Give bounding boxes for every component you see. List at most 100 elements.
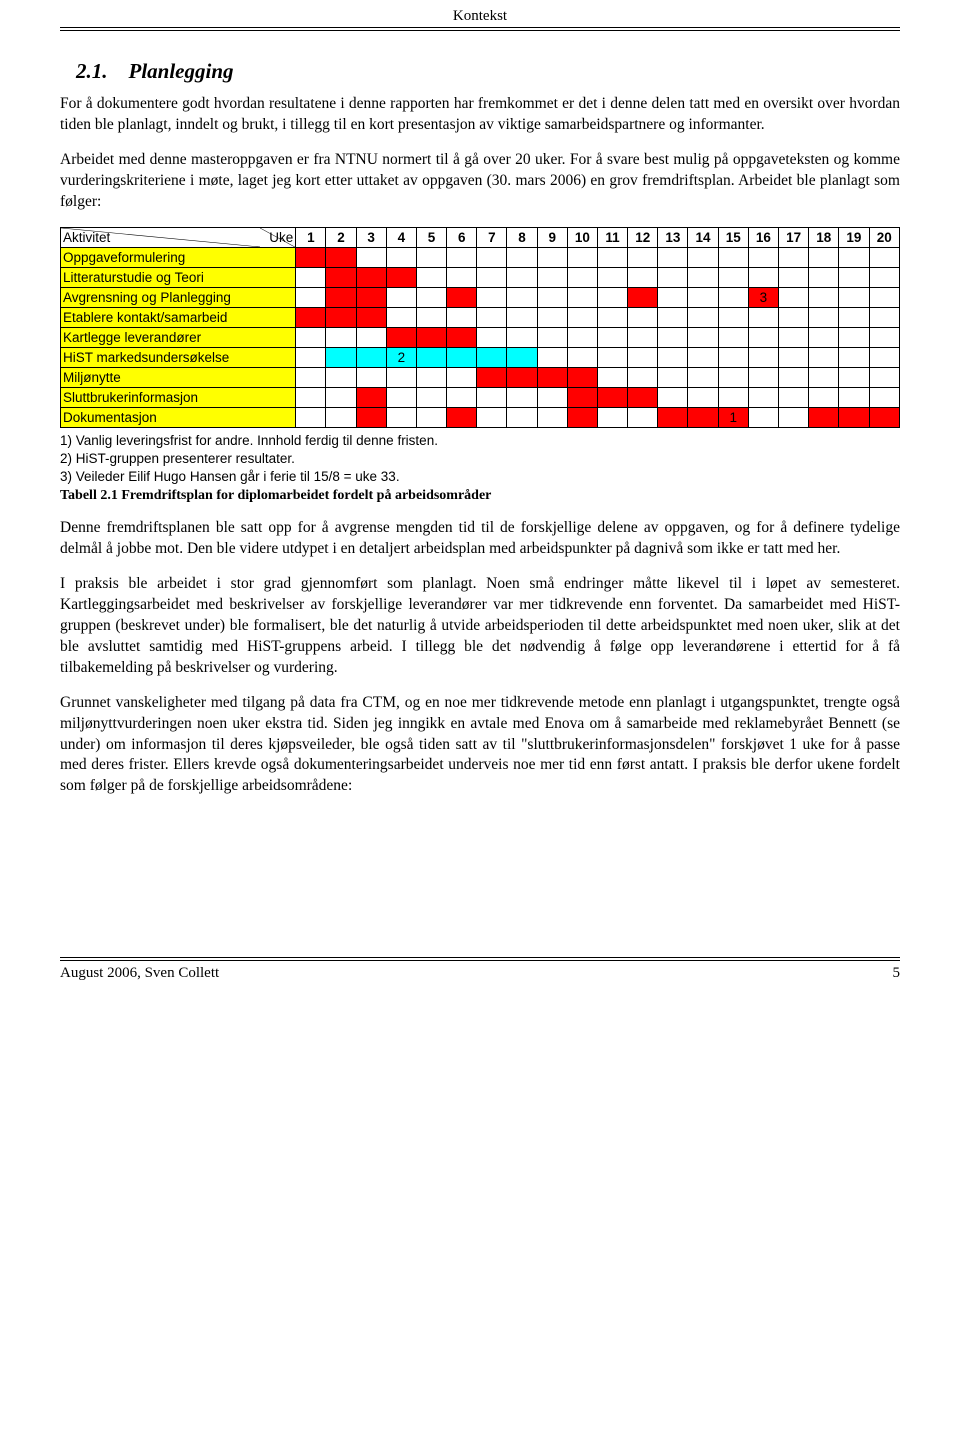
gantt-cell [748,327,778,347]
gantt-cell [567,247,597,267]
gantt-cell [507,247,537,267]
gantt-cell [567,347,597,367]
gantt-week-header: 10 [567,227,597,247]
gantt-week-header: 5 [416,227,446,247]
gantt-cell [779,267,809,287]
gantt-cell [628,247,658,267]
gantt-cell [477,267,507,287]
gantt-row-label: Avgrensning og Planlegging [61,287,296,307]
gantt-row-label: Oppgaveformulering [61,247,296,267]
gantt-cell [628,307,658,327]
gantt-cell [567,387,597,407]
gantt-row-label: Miljønytte [61,367,296,387]
gantt-cell [447,307,477,327]
gantt-cell [869,347,899,367]
gantt-cell [718,307,748,327]
gantt-cell [779,327,809,347]
gantt-note: 1) Vanlig leveringsfrist for andre. Innh… [60,432,900,450]
gantt-cell [386,407,416,427]
paragraph-3: Denne fremdriftsplanen ble satt opp for … [60,518,900,560]
gantt-cell [718,387,748,407]
gantt-cell [537,407,567,427]
footer-left: August 2006, Sven Collett [60,965,219,982]
gantt-cell [869,407,899,427]
gantt-week-header: 6 [447,227,477,247]
gantt-week-header: 11 [597,227,627,247]
gantt-cell [447,387,477,407]
gantt-cell [416,387,446,407]
section-number: 2.1. [76,59,108,83]
gantt-cell [597,267,627,287]
gantt-cell [688,307,718,327]
gantt-cell [869,327,899,347]
gantt-cell [477,407,507,427]
gantt-cell [447,247,477,267]
gantt-cell [779,247,809,267]
gantt-cell [628,327,658,347]
paragraph-2: Arbeidet med denne masteroppgaven er fra… [60,150,900,213]
gantt-cell [688,387,718,407]
gantt-cell [628,267,658,287]
gantt-week-label: Uke [269,230,293,245]
gantt-cell [416,307,446,327]
section-heading: 2.1. Planlegging [76,59,900,84]
gantt-cell [296,367,326,387]
gantt-cell [658,287,688,307]
gantt-cell [356,347,386,367]
gantt-cell [477,367,507,387]
gantt-cell [628,387,658,407]
gantt-cell: 3 [748,287,778,307]
gantt-cell [839,367,869,387]
gantt-row-label: Litteraturstudie og Teori [61,267,296,287]
gantt-cell [597,247,627,267]
gantt-cell [839,327,869,347]
gantt-cell [326,267,356,287]
gantt-cell [688,367,718,387]
gantt-week-header: 15 [718,227,748,247]
gantt-cell [809,367,839,387]
gantt-row-label: Sluttbrukerinformasjon [61,387,296,407]
gantt-cell [748,267,778,287]
gantt-chart: Aktivitet Uke 12345678910111213141516171… [60,227,900,428]
gantt-header-week: Uke [260,227,295,247]
gantt-caption: Tabell 2.1 Fremdriftsplan for diplomarbe… [60,488,900,504]
paragraph-5: Grunnet vanskeligheter med tilgang på da… [60,693,900,798]
gantt-week-header: 18 [809,227,839,247]
gantt-cell [507,407,537,427]
gantt-cell [416,327,446,347]
gantt-cell [839,387,869,407]
gantt-cell [537,307,567,327]
header-rule [60,27,900,31]
gantt-cell [688,287,718,307]
gantt-cell [688,327,718,347]
gantt-week-header: 17 [779,227,809,247]
gantt-cell [386,267,416,287]
gantt-cell [779,387,809,407]
gantt-cell [326,287,356,307]
gantt-cell [567,287,597,307]
gantt-cell [658,327,688,347]
gantt-cell [688,247,718,267]
gantt-cell [477,387,507,407]
gantt-week-header: 8 [507,227,537,247]
gantt-cell [296,307,326,327]
gantt-cell [356,247,386,267]
gantt-cell [386,367,416,387]
gantt-week-header: 4 [386,227,416,247]
gantt-cell [477,307,507,327]
gantt-cell [597,407,627,427]
gantt-cell [447,287,477,307]
gantt-cell [658,387,688,407]
gantt-cell [326,247,356,267]
gantt-cell [658,247,688,267]
gantt-cell [839,287,869,307]
gantt-cell [658,307,688,327]
gantt-cell [597,367,627,387]
gantt-cell [748,387,778,407]
gantt-week-header: 12 [628,227,658,247]
gantt-cell [326,307,356,327]
gantt-row-label: Etablere kontakt/samarbeid [61,307,296,327]
gantt-cell [537,347,567,367]
gantt-cell [356,327,386,347]
gantt-cell [537,287,567,307]
